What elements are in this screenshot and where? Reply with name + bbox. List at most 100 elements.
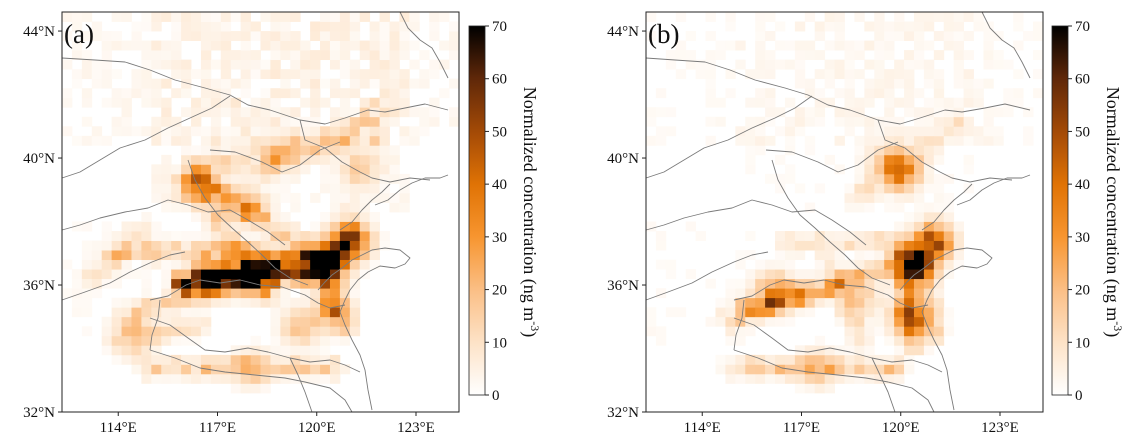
heatmap-cell xyxy=(81,12,93,22)
heatmap-cell xyxy=(884,145,895,156)
heatmap-cell xyxy=(765,97,776,108)
heatmap-cell xyxy=(280,335,291,346)
heatmap-cell xyxy=(101,326,113,337)
heatmap-cell xyxy=(705,316,716,327)
heatmap-cell xyxy=(775,240,786,251)
heatmap-cell xyxy=(834,164,845,175)
heatmap-cell xyxy=(329,192,341,203)
heatmap-cell xyxy=(646,135,657,146)
heatmap-cell xyxy=(884,335,895,346)
heatmap-cell xyxy=(141,335,152,346)
heatmap-cell xyxy=(963,154,974,165)
heatmap-cell xyxy=(101,250,113,261)
heatmap-cell xyxy=(131,31,142,41)
heatmap-cell xyxy=(884,107,895,118)
heatmap-cell xyxy=(339,145,351,156)
heatmap-cell xyxy=(913,126,925,137)
heatmap-cell xyxy=(804,116,816,127)
heatmap-cell xyxy=(894,116,905,127)
heatmap-cell xyxy=(280,307,291,318)
heatmap-cell xyxy=(131,126,142,137)
heatmap-cell xyxy=(1013,69,1024,80)
heatmap-cell xyxy=(91,126,103,137)
heatmap-cell xyxy=(399,183,410,194)
heatmap-cell xyxy=(943,97,955,108)
heatmap-cell xyxy=(745,250,756,261)
heatmap-cell xyxy=(794,364,806,375)
heatmap-cell xyxy=(111,326,122,337)
heatmap-cell xyxy=(191,107,202,118)
heatmap-cell xyxy=(854,240,865,251)
heatmap-cell xyxy=(913,31,925,41)
heatmap-cell xyxy=(409,59,420,70)
heatmap-cell xyxy=(240,173,251,184)
heatmap-cell xyxy=(1033,88,1044,99)
heatmap-cell xyxy=(814,335,826,346)
heatmap-cell xyxy=(210,31,222,41)
heatmap-cell xyxy=(349,173,361,184)
heatmap-cell xyxy=(923,202,935,213)
coastline xyxy=(317,247,411,411)
heatmap-cell xyxy=(894,326,905,337)
heatmap-cell xyxy=(933,31,945,41)
heatmap-cell xyxy=(151,59,162,70)
heatmap-cell xyxy=(409,135,420,146)
heatmap-cell xyxy=(270,364,281,375)
heatmap-cell xyxy=(804,50,816,61)
heatmap-cell xyxy=(131,78,142,89)
heatmap-cell xyxy=(310,126,321,137)
y-tick-label: 44°N xyxy=(23,24,55,40)
heatmap-cell xyxy=(121,240,132,251)
heatmap-cell xyxy=(290,145,301,156)
heatmap-cell xyxy=(834,307,845,318)
heatmap-cell xyxy=(854,107,865,118)
colorbar-tick-label: 20 xyxy=(1075,283,1090,299)
heatmap-cell xyxy=(874,250,885,261)
heatmap-cell xyxy=(191,326,202,337)
heatmap-cell xyxy=(904,316,915,327)
heatmap-cell xyxy=(775,269,786,280)
heatmap-cell xyxy=(369,212,380,222)
heatmap-cell xyxy=(904,126,915,137)
colorbar-tick-label: 40 xyxy=(492,177,507,193)
heatmap-cell xyxy=(814,69,826,80)
heatmap-cell xyxy=(310,135,321,146)
heatmap-cell xyxy=(240,192,251,203)
heatmap-cell xyxy=(419,107,430,118)
heatmap-cell xyxy=(111,278,122,289)
heatmap-cell xyxy=(904,164,915,175)
heatmap-cell xyxy=(200,288,212,299)
heatmap-cell xyxy=(250,135,261,146)
heatmap-cell xyxy=(280,107,291,118)
heatmap-cell xyxy=(794,40,806,51)
heatmap-cell xyxy=(300,40,311,51)
heatmap-cell xyxy=(913,164,925,175)
heatmap-cell xyxy=(329,316,341,327)
heatmap-cell xyxy=(320,145,331,156)
heatmap-cell xyxy=(864,345,875,356)
heatmap-cell xyxy=(310,345,321,356)
heatmap-cell xyxy=(270,59,281,70)
heatmap-cell xyxy=(339,231,351,241)
heatmap-cell xyxy=(784,231,796,241)
heatmap-cell xyxy=(101,31,113,41)
heatmap-cell xyxy=(181,107,192,118)
heatmap-cell xyxy=(804,107,816,118)
heatmap-cell xyxy=(983,31,994,41)
heatmap-cell xyxy=(111,69,122,80)
heatmap-cell xyxy=(349,116,361,127)
heatmap-cell xyxy=(200,50,212,61)
heatmap-cell xyxy=(794,278,806,289)
heatmap-cell xyxy=(220,107,232,118)
heatmap-cell xyxy=(329,373,341,384)
heatmap-cell xyxy=(824,59,835,70)
heatmap-cell xyxy=(91,288,103,299)
heatmap-cell xyxy=(369,240,380,251)
heatmap-cell xyxy=(913,173,925,184)
heatmap-cell xyxy=(260,250,271,261)
heatmap-cell xyxy=(81,59,93,70)
heatmap-cell xyxy=(310,373,321,384)
heatmap-cell xyxy=(300,345,311,356)
heatmap-cell xyxy=(359,135,371,146)
heatmap-cell xyxy=(923,316,935,327)
